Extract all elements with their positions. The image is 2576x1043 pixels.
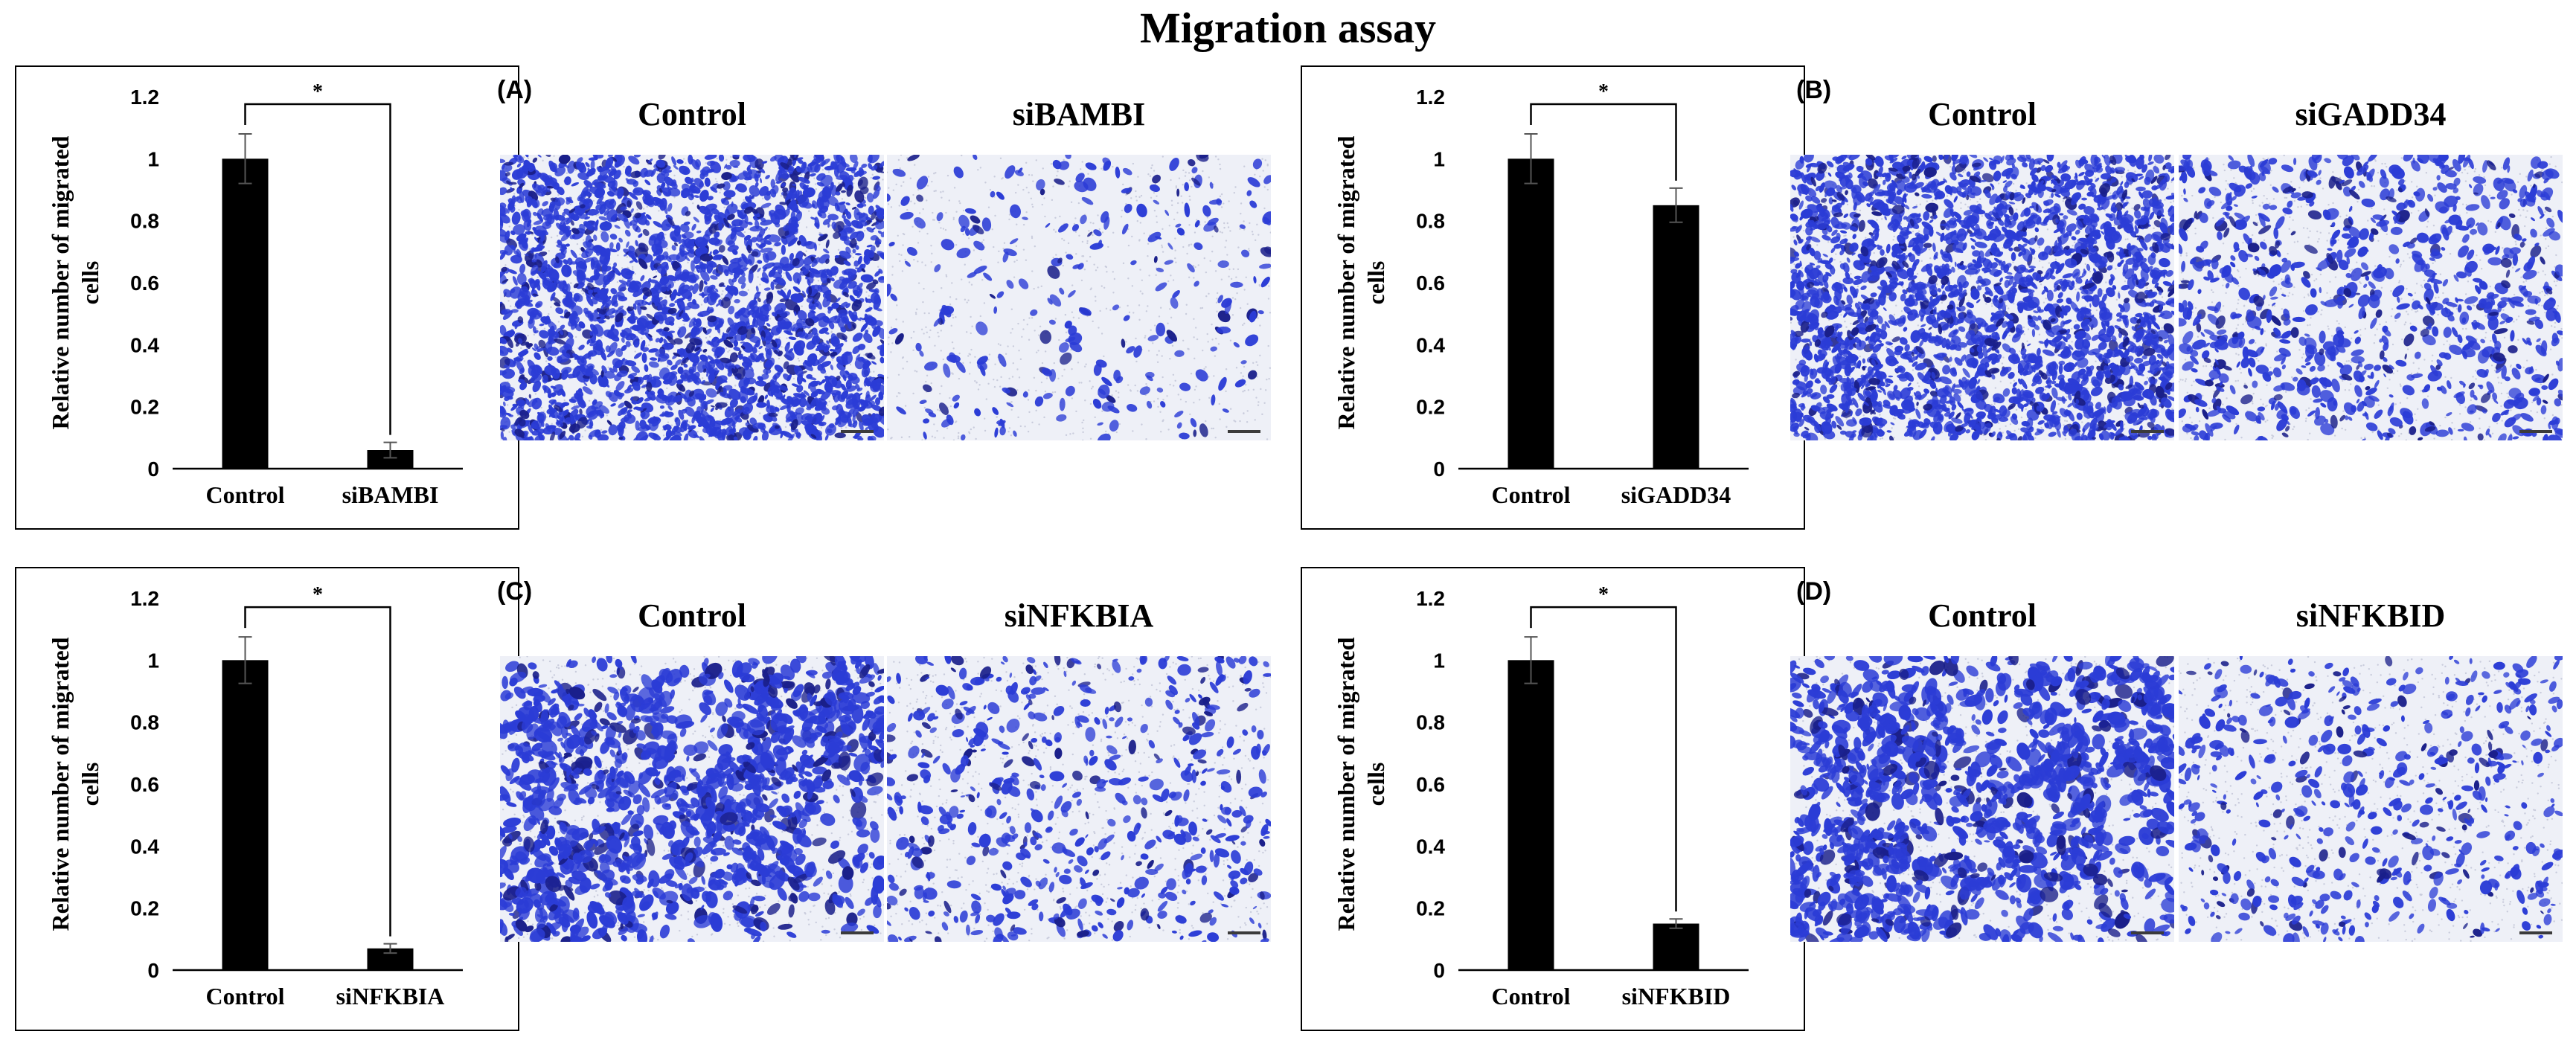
significance-bracket xyxy=(1530,606,1677,912)
y-tick-label: 1.2 xyxy=(1416,587,1445,610)
bar xyxy=(1508,660,1554,970)
y-tick-label: 0.8 xyxy=(130,210,159,233)
y-axis-label: Relative number of migrated cells xyxy=(1333,135,1389,429)
y-tick-label: 0.4 xyxy=(1416,835,1445,858)
image-title-c-control: Control xyxy=(638,597,746,634)
scale-bar xyxy=(2131,430,2164,433)
significance-marker: * xyxy=(1598,80,1609,103)
significance-marker: * xyxy=(1598,583,1609,606)
y-tick-label: 1.2 xyxy=(130,86,159,109)
y-tick-label: 0.8 xyxy=(1416,711,1445,734)
x-tick-label: Control xyxy=(1491,481,1570,508)
micrograph-a-treatment xyxy=(887,155,1271,440)
micrograph-b-control xyxy=(1790,155,2174,440)
scale-bar xyxy=(841,931,874,934)
y-tick-label: 1 xyxy=(1433,649,1445,672)
y-tick-label: 0 xyxy=(147,959,159,982)
y-tick-label: 1.2 xyxy=(1416,86,1445,109)
micrograph-d-control xyxy=(1790,656,2174,942)
significance-marker: * xyxy=(313,583,323,606)
panel-label-b: (B) xyxy=(1796,76,1832,104)
image-title-b-treatment: siGADD34 xyxy=(2295,96,2447,132)
y-tick-label: 0.6 xyxy=(1416,773,1445,796)
y-tick-label: 0.2 xyxy=(1416,396,1445,419)
y-tick-label: 1 xyxy=(147,649,159,672)
scale-bar xyxy=(2519,931,2552,934)
y-tick-label: 0.8 xyxy=(130,711,159,734)
bar-chart-nfkbid: Relative number of migrated cells 0 0.2 0.4 0… xyxy=(1301,567,1805,1031)
bar xyxy=(1508,158,1554,469)
panel-label-c: (C) xyxy=(497,577,533,606)
image-title-b-control: Control xyxy=(1928,96,2037,132)
significance-bracket xyxy=(1530,103,1677,181)
x-tick-label: Control xyxy=(205,983,284,1010)
micrograph-b-treatment xyxy=(2179,155,2563,440)
y-tick-label: 0 xyxy=(147,458,159,481)
x-tick-label: siBAMBI xyxy=(342,481,439,508)
x-tick-label: Control xyxy=(205,481,284,508)
y-tick-label: 0.4 xyxy=(130,333,159,356)
image-title-d-control: Control xyxy=(1928,597,2037,634)
micrograph-c-treatment xyxy=(887,656,1271,942)
image-title-c-treatment: siNFKBIA xyxy=(1004,597,1154,634)
image-title-d-treatment: siNFKBID xyxy=(2295,597,2446,634)
bar-chart-gadd34: Relative number of migrated cells 0 0.2 0.4 0… xyxy=(1301,65,1805,530)
y-tick-label: 0.6 xyxy=(130,272,159,295)
image-title-a-control: Control xyxy=(638,96,746,132)
y-tick-label: 0.4 xyxy=(130,835,159,858)
significance-bracket xyxy=(244,606,391,937)
y-tick-label: 0.8 xyxy=(1416,210,1445,233)
y-axis-label: Relative number of migrated cells xyxy=(47,135,103,429)
x-tick-label: siNFKBIA xyxy=(336,983,445,1010)
y-tick-label: 0 xyxy=(1433,959,1445,982)
y-tick-label: 1 xyxy=(1433,147,1445,170)
bar xyxy=(1653,205,1699,469)
scale-bar xyxy=(841,430,874,433)
panel-label-d: (D) xyxy=(1796,577,1832,606)
x-tick-label: Control xyxy=(1491,983,1570,1010)
significance-marker: * xyxy=(313,80,323,103)
y-tick-label: 1.2 xyxy=(130,587,159,610)
scale-bar xyxy=(1228,931,1260,934)
y-axis-label: Relative number of migrated cells xyxy=(1333,637,1389,931)
y-tick-label: 0.2 xyxy=(130,897,159,920)
y-tick-label: 0.2 xyxy=(1416,897,1445,920)
scale-bar xyxy=(2131,931,2164,934)
figure-title: Migration assay xyxy=(1140,4,1436,52)
micrograph-c-control xyxy=(500,656,884,942)
micrograph-a-control xyxy=(500,155,884,440)
micrograph-d-treatment xyxy=(2179,656,2563,942)
bar xyxy=(1653,923,1699,970)
y-tick-label: 0.4 xyxy=(1416,333,1445,356)
bar-chart-bambi: Relative number of migrated cells 0 0.2 0.4 0… xyxy=(15,65,519,530)
scale-bar xyxy=(2519,430,2552,433)
x-tick-label: siGADD34 xyxy=(1621,481,1731,508)
y-tick-label: 0 xyxy=(1433,458,1445,481)
y-tick-label: 0.6 xyxy=(130,773,159,796)
bar xyxy=(222,158,269,469)
scale-bar xyxy=(1228,430,1260,433)
y-tick-label: 0.2 xyxy=(130,396,159,419)
bar-chart-nfkbia: Relative number of migrated cells 0 0.2 0.4 0… xyxy=(15,567,519,1031)
x-tick-label: siNFKBID xyxy=(1622,983,1731,1010)
y-tick-label: 0.6 xyxy=(1416,272,1445,295)
y-axis-label: Relative number of migrated cells xyxy=(47,637,103,931)
image-title-a-treatment: siBAMBI xyxy=(1012,96,1146,132)
y-tick-label: 1 xyxy=(147,147,159,170)
panel-label-a: (A) xyxy=(497,76,533,104)
significance-bracket xyxy=(244,103,391,435)
bar xyxy=(222,660,269,970)
